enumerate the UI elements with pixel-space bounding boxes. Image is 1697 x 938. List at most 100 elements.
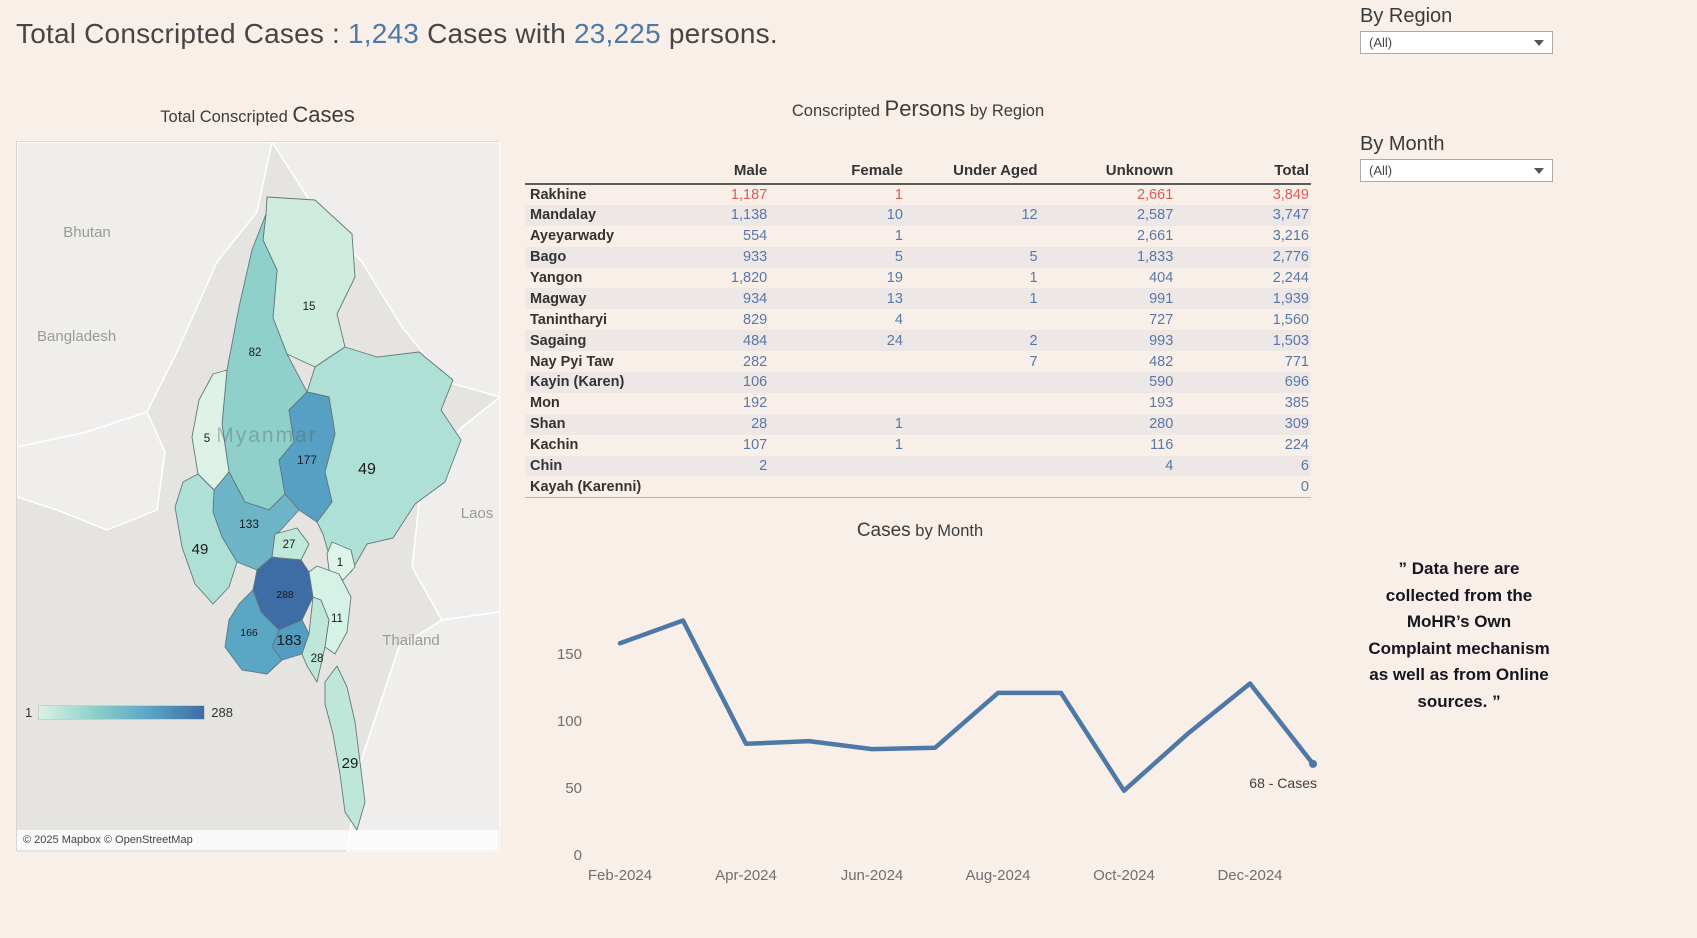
under-aged-cell[interactable] xyxy=(905,414,1040,435)
table-row[interactable]: Mon 192 193 385 xyxy=(525,393,1311,414)
map-region-kayah[interactable] xyxy=(326,541,356,581)
last-point-marker[interactable] xyxy=(1309,759,1317,768)
map-region-rakhine[interactable] xyxy=(174,473,238,605)
female-cell[interactable] xyxy=(769,476,905,497)
table-row[interactable]: Shan 28 1 280 309 xyxy=(525,413,1311,435)
female-cell[interactable]: 1 xyxy=(894,416,903,433)
female-cell[interactable] xyxy=(769,393,905,414)
table-row[interactable]: Mandalay 1,138 10 12 2,587 3,747 xyxy=(525,204,1311,226)
map-region-tanintharyi[interactable] xyxy=(324,665,366,831)
table-row[interactable]: Kayin (Karen) 106 590 696 xyxy=(525,372,1311,393)
region-name-cell[interactable]: Mon xyxy=(530,395,560,412)
male-cell[interactable]: 1,820 xyxy=(730,270,768,286)
total-cell[interactable]: 6 xyxy=(1300,458,1309,475)
male-cell[interactable]: 829 xyxy=(743,311,768,328)
under-aged-cell[interactable]: 2 xyxy=(1029,332,1038,349)
male-cell[interactable]: 2 xyxy=(759,458,768,475)
table-row[interactable]: Magway 934 13 1 991 1,939 xyxy=(525,288,1311,310)
table-row[interactable]: Chin 2 4 6 xyxy=(525,455,1311,477)
male-cell[interactable]: 28 xyxy=(751,416,768,433)
under-aged-cell[interactable]: 5 xyxy=(1029,249,1038,266)
unknown-cell[interactable]: 2,661 xyxy=(1136,186,1174,203)
under-aged-cell[interactable] xyxy=(905,372,1040,393)
total-cell[interactable]: 1,503 xyxy=(1272,332,1309,349)
unknown-cell[interactable]: 1,833 xyxy=(1136,249,1174,266)
under-aged-cell[interactable]: 1 xyxy=(1029,290,1038,307)
map-region-ayeyarwady[interactable] xyxy=(224,589,283,675)
unknown-cell[interactable]: 4 xyxy=(1165,458,1174,475)
region-name-cell[interactable]: Tanintharyi xyxy=(530,311,608,328)
filter-month-dropdown[interactable]: (All) xyxy=(1360,159,1553,182)
female-cell[interactable]: 13 xyxy=(886,290,903,307)
male-cell[interactable]: 282 xyxy=(743,353,768,370)
table-row[interactable]: Kachin 107 1 116 224 xyxy=(525,435,1311,456)
filter-region-dropdown[interactable]: (All) xyxy=(1360,31,1553,54)
under-aged-cell[interactable] xyxy=(905,435,1040,456)
region-name-cell[interactable]: Kayin (Karen) xyxy=(530,374,625,391)
region-name-cell[interactable]: Nay Pyi Taw xyxy=(530,353,614,370)
unknown-cell[interactable]: 991 xyxy=(1149,290,1174,307)
female-cell[interactable]: 1 xyxy=(894,437,903,454)
region-name-cell[interactable]: Magway xyxy=(530,290,587,307)
total-cell[interactable]: 3,216 xyxy=(1272,228,1309,245)
total-cell[interactable]: 3,849 xyxy=(1272,186,1309,203)
male-cell[interactable]: 192 xyxy=(743,395,768,412)
total-cell[interactable]: 2,244 xyxy=(1272,270,1309,286)
table-row[interactable]: Kayah (Karenni) 0 xyxy=(525,476,1311,497)
male-cell[interactable]: 933 xyxy=(743,249,768,266)
unknown-cell[interactable]: 193 xyxy=(1149,395,1174,412)
region-name-cell[interactable]: Rakhine xyxy=(530,186,587,203)
region-name-cell[interactable]: Sagaing xyxy=(530,332,587,349)
male-cell[interactable] xyxy=(681,476,769,497)
unknown-cell[interactable]: 482 xyxy=(1149,353,1174,370)
unknown-cell[interactable]: 404 xyxy=(1149,270,1174,286)
map-region-mandalay[interactable] xyxy=(278,391,336,523)
male-cell[interactable]: 484 xyxy=(743,332,768,349)
under-aged-cell[interactable] xyxy=(905,309,1040,330)
table-row[interactable]: Bago 933 5 5 1,833 2,776 xyxy=(525,246,1311,268)
unknown-cell[interactable]: 727 xyxy=(1149,311,1174,328)
unknown-cell[interactable]: 2,587 xyxy=(1136,207,1174,224)
male-cell[interactable]: 934 xyxy=(743,290,768,307)
male-cell[interactable]: 106 xyxy=(743,374,768,391)
unknown-cell[interactable]: 590 xyxy=(1149,374,1174,391)
total-cell[interactable]: 385 xyxy=(1284,395,1309,412)
total-cell[interactable]: 309 xyxy=(1284,416,1309,433)
region-name-cell[interactable]: Yangon xyxy=(530,270,583,286)
total-cell[interactable]: 224 xyxy=(1284,437,1309,454)
under-aged-cell[interactable] xyxy=(905,456,1040,477)
region-name-cell[interactable]: Bago xyxy=(530,249,567,266)
under-aged-cell[interactable]: 7 xyxy=(1029,353,1038,370)
male-cell[interactable]: 1,187 xyxy=(730,186,768,203)
under-aged-cell[interactable]: 12 xyxy=(1021,207,1038,224)
total-cell[interactable]: 3,747 xyxy=(1272,207,1309,224)
under-aged-cell[interactable]: 1 xyxy=(1029,270,1038,286)
female-cell[interactable]: 24 xyxy=(886,332,903,349)
unknown-cell[interactable]: 993 xyxy=(1149,332,1174,349)
under-aged-cell[interactable] xyxy=(905,226,1040,247)
male-cell[interactable]: 554 xyxy=(743,228,768,245)
unknown-cell[interactable]: 116 xyxy=(1150,437,1174,454)
region-name-cell[interactable]: Chin xyxy=(530,458,563,475)
female-cell[interactable] xyxy=(769,372,905,393)
region-name-cell[interactable]: Ayeyarwady xyxy=(530,228,615,245)
map-region-kayin[interactable] xyxy=(308,565,352,655)
under-aged-cell[interactable] xyxy=(905,184,1040,205)
unknown-cell[interactable]: 2,661 xyxy=(1136,228,1174,245)
table-row[interactable]: Ayeyarwady 554 1 2,661 3,216 xyxy=(525,226,1311,247)
region-name-cell[interactable]: Kachin xyxy=(530,437,579,454)
total-cell[interactable]: 2,776 xyxy=(1272,249,1309,266)
under-aged-cell[interactable] xyxy=(905,393,1040,414)
region-name-cell[interactable]: Kayah (Karenni) xyxy=(530,478,642,495)
total-cell[interactable]: 771 xyxy=(1284,353,1309,370)
female-cell[interactable]: 1 xyxy=(894,228,903,245)
total-cell[interactable]: 1,560 xyxy=(1272,311,1309,328)
total-cell[interactable]: 0 xyxy=(1300,478,1309,495)
table-row[interactable]: Rakhine 1,187 1 2,661 3,849 xyxy=(525,184,1311,205)
female-cell[interactable]: 19 xyxy=(886,270,903,286)
table-row[interactable]: Sagaing 484 24 2 993 1,503 xyxy=(525,330,1311,352)
female-cell[interactable] xyxy=(769,456,905,477)
female-cell[interactable]: 5 xyxy=(894,249,903,266)
female-cell[interactable] xyxy=(769,351,905,372)
unknown-cell[interactable]: 280 xyxy=(1149,416,1174,433)
